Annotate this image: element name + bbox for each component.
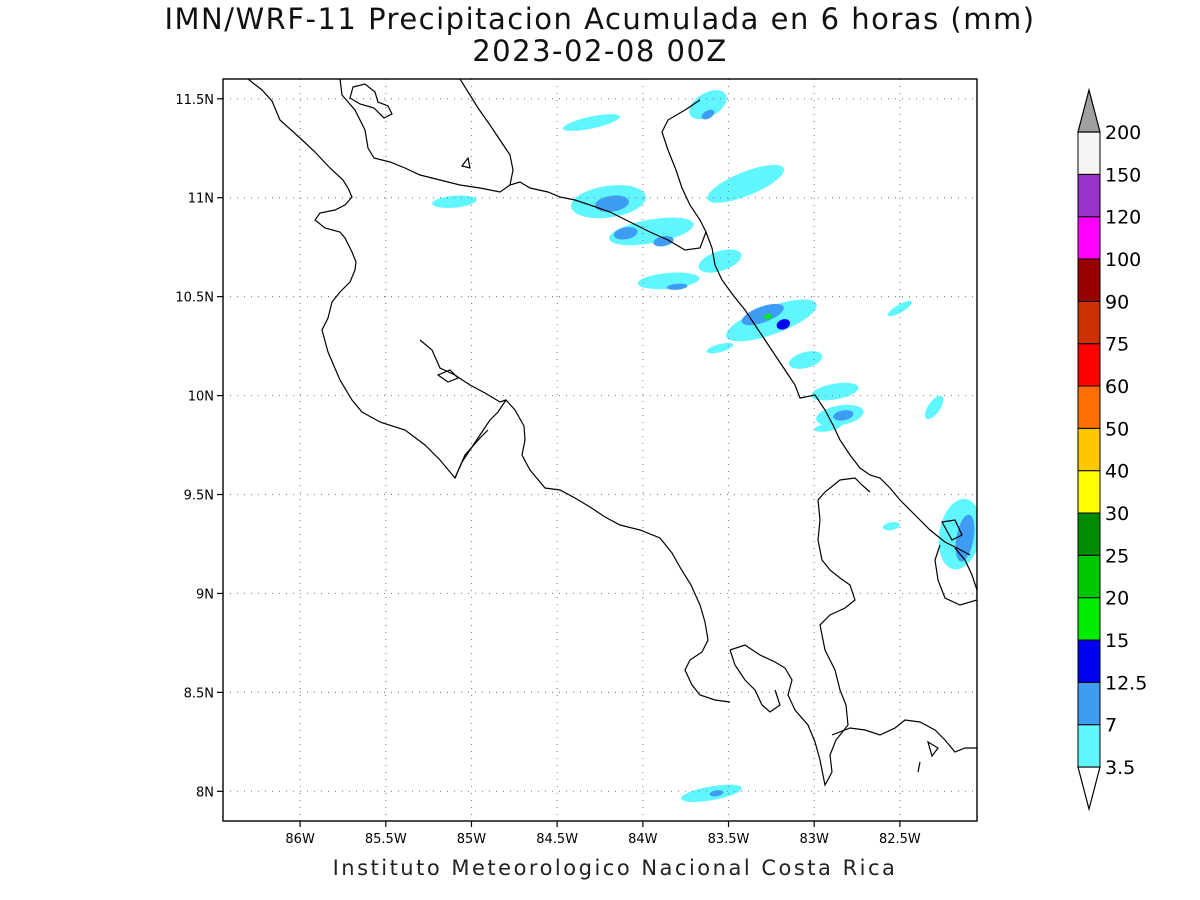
coastline-nicaragua	[459, 79, 514, 186]
colorbar-swatch-120	[1077, 173, 1101, 218]
grid-lines	[223, 79, 977, 821]
x-tick-label-1: 85.5W	[365, 832, 407, 847]
colorbar-label-60: 60	[1105, 376, 1129, 398]
y-tick-label-5: 9N	[196, 587, 214, 602]
small-island	[460, 156, 471, 169]
colorbar-label-25: 25	[1105, 545, 1129, 567]
y-tick-label-3: 10N	[188, 390, 214, 405]
colorbar-swatch-40	[1077, 427, 1101, 472]
colorbar-swatch-20	[1077, 554, 1101, 599]
colorbar-label-3.5: 3.5	[1105, 757, 1135, 779]
colorbar-label-7: 7	[1105, 715, 1117, 737]
colorbar: 3.5 7 12.5 15 20 25 30 40 50 60 75 90 100 120 150 200	[1077, 87, 1147, 812]
precip-cell-5	[594, 195, 630, 212]
colorbar-swatch-12.5	[1077, 639, 1101, 683]
lake-island	[349, 83, 393, 119]
panama-islet	[917, 761, 921, 773]
precip-cell-15	[776, 319, 791, 330]
colorbar-swatch-60	[1077, 343, 1101, 387]
colorbar-label-40: 40	[1105, 461, 1129, 483]
colorbar-label-12.5: 12.5	[1105, 672, 1147, 694]
precip-cell-9	[653, 236, 674, 247]
precip-cell-22	[887, 300, 912, 317]
colorbar-swatch-90	[1077, 258, 1101, 302]
coastline-layer	[247, 79, 977, 787]
colorbar-label-20: 20	[1105, 588, 1129, 610]
colorbar-swatch-150	[1077, 131, 1101, 175]
panama-coast-east	[934, 544, 977, 606]
nicoya-gulf	[419, 339, 507, 403]
colorbar-lower-arrow	[1077, 766, 1101, 812]
map-title: IMN/WRF-11 Precipitacion Acumulada en 6 …	[164, 2, 1036, 36]
precip-cell-17	[788, 351, 823, 369]
nicoya-coast-inner	[454, 429, 489, 479]
colorbar-label-100: 100	[1105, 249, 1141, 271]
axis-ticks: 86W 85.5W 85W 84.5W 84W 83.5W 83W 82.5W 11.5N 11N…	[175, 93, 921, 847]
panama-coast	[831, 719, 977, 753]
x-tick-label-2: 85W	[457, 832, 487, 847]
plot-frame	[222, 78, 978, 822]
precip-cell-23	[706, 342, 734, 354]
x-tick-label-5: 83.5W	[708, 832, 750, 847]
colorbar-upper-arrow	[1077, 87, 1101, 133]
y-tick-label-0: 11.5N	[175, 93, 214, 108]
x-tick-label-4: 84W	[628, 832, 658, 847]
colorbar-swatch-15	[1077, 597, 1101, 641]
precip-cell-0	[689, 90, 727, 120]
osa-peninsula	[729, 477, 871, 787]
precip-cell-13	[726, 299, 817, 342]
colorbar-swatch-3.5	[1077, 724, 1101, 768]
precip-cell-26	[882, 522, 900, 531]
x-tick-label-3: 84.5W	[536, 832, 578, 847]
footer-credit: Instituto Meteorologico Nacional Costa R…	[332, 856, 898, 880]
y-tick-label-1: 11N	[188, 192, 214, 207]
colorbar-swatch-7	[1077, 681, 1101, 726]
colorbar-label-30: 30	[1105, 503, 1129, 525]
precip-cell-3	[707, 164, 785, 203]
panama-small-island	[927, 740, 939, 758]
precip-cell-2	[562, 114, 620, 131]
x-tick-label-7: 82.5W	[879, 832, 921, 847]
colorbar-swatch-25	[1077, 512, 1101, 556]
precip-cell-20	[833, 410, 854, 421]
y-tick-label-7: 8N	[196, 785, 214, 800]
map-subtitle: 2023-02-08 00Z	[472, 34, 728, 68]
nicoya-island	[436, 369, 460, 383]
precip-cell-21	[924, 395, 944, 420]
precip-cell-16	[763, 313, 773, 319]
coastline-caribbean	[661, 99, 707, 233]
y-tick-label-2: 10.5N	[175, 291, 214, 306]
colorbar-label-200: 200	[1105, 122, 1141, 144]
colorbar-label-150: 150	[1105, 164, 1141, 186]
y-tick-label-4: 9.5N	[184, 489, 214, 504]
precip-cell-12	[666, 283, 688, 290]
bocas-island	[941, 519, 963, 541]
precip-cell-6	[432, 195, 477, 208]
colorbar-swatch-100	[1077, 216, 1101, 260]
coastline-north	[247, 79, 731, 703]
colorbar-label-120: 120	[1105, 207, 1141, 229]
colorbar-swatch-30	[1077, 470, 1101, 514]
colorbar-label-75: 75	[1105, 334, 1129, 356]
precip-cell-8	[613, 227, 638, 240]
colorbar-label-15: 15	[1105, 630, 1129, 652]
golfo-dulce	[729, 649, 781, 713]
precip-cell-1	[701, 109, 715, 120]
colorbar-swatch-75	[1077, 300, 1101, 345]
colorbar-label-90: 90	[1105, 291, 1129, 313]
precip-cell-10	[698, 249, 742, 273]
x-tick-label-0: 86W	[285, 832, 315, 847]
y-tick-label-6: 8.5N	[184, 686, 214, 701]
colorbar-swatch-50	[1077, 385, 1101, 429]
colorbar-label-50: 50	[1105, 418, 1129, 440]
x-tick-label-6: 83W	[800, 832, 830, 847]
